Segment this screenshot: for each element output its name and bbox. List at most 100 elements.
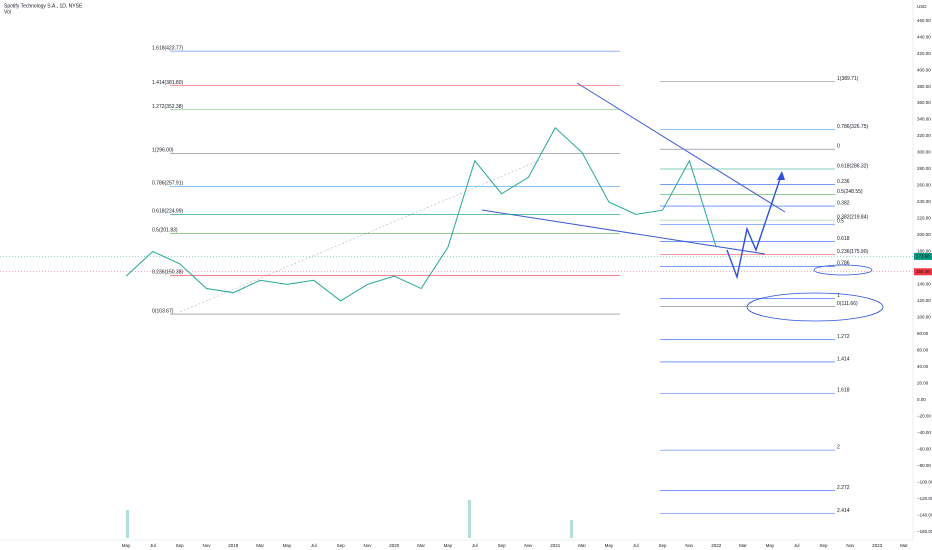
- volume-bars: [126, 500, 573, 538]
- fib-label: 0.5(248.55): [837, 189, 863, 195]
- x-tick-label: Nov: [685, 543, 694, 548]
- trend-line: [576, 82, 786, 213]
- fib-label: 0.786(257.91): [152, 181, 183, 187]
- y-tick-label: 280.00: [917, 166, 931, 171]
- y-tick-label: 180.00: [917, 249, 931, 254]
- volume-bar: [468, 500, 471, 538]
- fib-label: 0.786(326.75): [837, 124, 868, 130]
- currency: USD: [917, 4, 927, 9]
- price-tag-label: 155.38: [916, 269, 930, 274]
- y-tick-label: 420.00: [917, 51, 931, 56]
- y-tick-label: 40.00: [917, 364, 929, 369]
- y-tick-label: 240.00: [917, 199, 931, 204]
- y-tick-label: 20.00: [917, 381, 929, 386]
- fib-label: 1: [837, 293, 840, 299]
- x-tick-label: Sep: [498, 543, 507, 548]
- y-tick-label: −80.00: [917, 463, 931, 468]
- price-tag: [914, 268, 932, 276]
- fib-label: 2.272: [837, 485, 850, 491]
- x-tick-label: Mar: [900, 543, 908, 548]
- y-tick-label: 80.00: [917, 331, 929, 336]
- price-axis: 460.00 440.00 420.00 400.00 380.00 360.00 340.…: [917, 18, 932, 534]
- fib-label: 0.236(175.90): [837, 249, 868, 255]
- x-tick-label: Mar: [739, 543, 747, 548]
- y-tick-label: −100.00: [917, 479, 932, 484]
- fib-label: 0(103.67): [152, 308, 174, 314]
- x-tick-label: May: [605, 543, 614, 548]
- y-tick-label: 100.00: [917, 315, 931, 320]
- x-tick-label: May: [283, 543, 292, 548]
- x-tick-label: Sep: [176, 543, 185, 548]
- fib-label: 1.618: [837, 388, 850, 394]
- fib-label: 2.414: [837, 508, 850, 514]
- x-tick-label: 2022: [711, 543, 722, 548]
- x-tick-label: Nov: [846, 543, 855, 548]
- fib-label: 0.236: [837, 179, 850, 185]
- x-tick-label: 2023: [872, 543, 883, 548]
- y-tick-label: 120.00: [917, 298, 931, 303]
- highlight-ellipse: [746, 292, 884, 322]
- fib-label: 0.5(201.83): [152, 228, 178, 234]
- y-tick-label: 460.00: [917, 18, 931, 23]
- price-tag: [914, 252, 932, 260]
- highlight-ellipse: [813, 264, 873, 276]
- x-tick-label: 2020: [389, 543, 400, 548]
- x-tick-label: Jul: [311, 543, 317, 548]
- y-tick-label: 440.00: [917, 34, 931, 39]
- x-tick-label: Jul: [150, 543, 156, 548]
- x-tick-label: Nov: [363, 543, 372, 548]
- x-tick-label: Nov: [524, 543, 533, 548]
- fib-label: 0: [837, 144, 840, 150]
- price-tag-label: 173.98: [916, 254, 930, 259]
- fib-label: 1(296.00): [152, 148, 174, 154]
- x-tick-label: 2019: [228, 543, 239, 548]
- x-tick-label: Sep: [337, 543, 346, 548]
- y-tick-label: 220.00: [917, 216, 931, 221]
- y-tick-label: −40.00: [917, 430, 931, 435]
- fib-label: 0.618(224.99): [152, 209, 183, 215]
- y-tick-label: 0.00: [917, 397, 926, 402]
- x-tick-label: May: [766, 543, 775, 548]
- x-tick-label: Mar: [417, 543, 425, 548]
- fib-label: 1.272(352.38): [152, 104, 183, 110]
- chart-title: Spotify Technology S.A., 1D, NYSE: [4, 3, 83, 9]
- fib-label: 1.414(381.80): [152, 80, 183, 86]
- fib-label: 0.786: [837, 261, 850, 267]
- fib-label: 0.236(150.38): [152, 270, 183, 276]
- volume-bar: [126, 510, 129, 538]
- y-tick-label: 260.00: [917, 183, 931, 188]
- y-tick-label: 140.00: [917, 282, 931, 287]
- y-tick-label: 380.00: [917, 84, 931, 89]
- y-tick-label: 360.00: [917, 100, 931, 105]
- arrow-head: [777, 171, 785, 180]
- y-tick-label: 60.00: [917, 348, 929, 353]
- x-tick-label: Jul: [633, 543, 639, 548]
- y-tick-label: −20.00: [917, 414, 931, 419]
- fib-label: 0.382: [837, 200, 850, 206]
- x-tick-label: Sep: [820, 543, 829, 548]
- fib-label: 2: [837, 444, 840, 450]
- fib-label: 0.5: [837, 219, 844, 225]
- y-tick-label: 320.00: [917, 133, 931, 138]
- fib-label: 0.382(219.84): [837, 214, 868, 220]
- fib-label: 1.414: [837, 356, 850, 362]
- x-tick-label: Nov: [202, 543, 211, 548]
- x-tick-label: 2021: [550, 543, 561, 548]
- x-tick-label: Jul: [794, 543, 800, 548]
- y-tick-label: 400.00: [917, 67, 931, 72]
- x-tick-label: Sep: [659, 543, 668, 548]
- x-tick-label: Mar: [256, 543, 264, 548]
- y-tick-label: 200.00: [917, 232, 931, 237]
- fib-label: 0.618: [837, 236, 850, 242]
- y-tick-label: 340.00: [917, 117, 931, 122]
- volume-label: Vol: [4, 9, 11, 15]
- x-tick-label: May: [122, 543, 131, 548]
- volume-bar: [570, 520, 573, 538]
- x-tick-label: May: [444, 543, 453, 548]
- y-tick-label: −140.00: [917, 512, 932, 517]
- y-tick-label: 300.00: [917, 150, 931, 155]
- x-tick-label: Mar: [578, 543, 586, 548]
- fib-label: 0.618(286.32): [837, 163, 868, 169]
